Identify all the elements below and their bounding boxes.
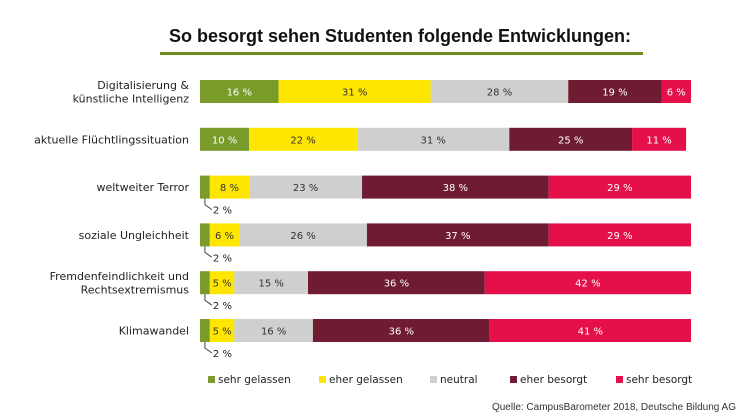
category-label: Klimawandel — [119, 325, 189, 338]
bar-neutral — [357, 127, 510, 151]
data-label: 28 % — [487, 88, 512, 99]
bar-eher-besorgt — [312, 319, 490, 342]
bar-sehr-gelassen — [200, 127, 250, 151]
data-label: 41 % — [578, 327, 603, 338]
data-label: 29 % — [607, 231, 632, 242]
category-label: aktuelle Flüchtlingssituation — [34, 133, 189, 146]
bar-neutral — [430, 80, 569, 103]
legend-label: sehr besorgt — [626, 374, 692, 386]
bar-sehr-besorgt — [548, 175, 691, 199]
leader-line — [204, 198, 213, 211]
bar-neutral — [239, 223, 367, 247]
data-label: 11 % — [646, 135, 671, 146]
leader-line — [204, 294, 213, 306]
data-label: 16 % — [261, 327, 286, 338]
category-label: Fremdenfeindlichkeit und Rechtsextremismu… — [50, 270, 190, 297]
data-label: 25 % — [558, 135, 583, 146]
bar-neutral — [249, 175, 363, 199]
data-label: 37 % — [445, 231, 470, 242]
bar-eher-gelassen — [209, 319, 235, 342]
data-label: 36 % — [384, 279, 409, 290]
legend-swatch — [430, 376, 437, 383]
data-label: 6 % — [667, 88, 686, 99]
chart-title: So besorgt sehen Studenten folgende Entw… — [168, 26, 632, 46]
data-label: 36 % — [389, 327, 414, 338]
bar-sehr-gelassen — [200, 319, 210, 342]
bar-sehr-besorgt — [489, 319, 691, 342]
bar-eher-besorgt — [568, 80, 662, 103]
category-label: Digitalisierung & künstliche Intelligenz — [73, 79, 190, 106]
data-label: 26 % — [290, 231, 315, 242]
bar-eher-gelassen — [249, 127, 358, 151]
bar-eher-besorgt — [362, 175, 549, 199]
data-label: 31 % — [421, 135, 446, 146]
source-note: Quelle: CampusBarometer 2018, Deutsche B… — [491, 402, 736, 413]
data-label: 2 % — [213, 349, 232, 360]
bar-eher-besorgt — [509, 127, 633, 151]
bar-eher-besorgt — [366, 223, 549, 247]
data-label: 29 % — [607, 183, 632, 194]
data-label: 10 % — [212, 135, 237, 146]
data-label: 5 % — [213, 279, 232, 290]
legend-swatch — [319, 376, 326, 383]
legend-swatch — [616, 376, 623, 383]
legend-swatch — [510, 376, 517, 383]
title-underline — [160, 52, 643, 55]
bar-sehr-gelassen — [200, 271, 210, 295]
bar-sehr-besorgt — [661, 80, 691, 103]
bar-neutral — [234, 319, 313, 342]
bar-eher-gelassen — [209, 223, 240, 247]
bar-sehr-gelassen — [200, 223, 210, 247]
category-label: weltweiter Terror — [96, 181, 189, 194]
data-label: 42 % — [575, 279, 600, 290]
legend-label: eher gelassen — [329, 374, 403, 386]
data-label: 8 % — [220, 183, 239, 194]
bar-eher-besorgt — [308, 271, 485, 295]
legend-label: neutral — [440, 374, 478, 386]
legend-label: eher besorgt — [520, 374, 587, 386]
bar-eher-gelassen — [278, 80, 431, 103]
data-label: 19 % — [602, 88, 627, 99]
legend-swatch — [208, 376, 215, 383]
data-label: 2 % — [213, 301, 232, 312]
leader-line — [204, 246, 213, 258]
bar-sehr-besorgt — [484, 271, 691, 295]
bar-sehr-gelassen — [200, 175, 210, 199]
data-label: 15 % — [258, 279, 283, 290]
legend-label: sehr gelassen — [218, 374, 291, 386]
bar-eher-gelassen — [209, 175, 250, 199]
data-label: 31 % — [342, 88, 367, 99]
bar-neutral — [234, 271, 309, 295]
data-label: 22 % — [290, 135, 315, 146]
leader-line — [204, 342, 213, 354]
bar-sehr-besorgt — [548, 223, 691, 247]
data-label: 23 % — [293, 183, 318, 194]
bar-sehr-besorgt — [632, 127, 687, 151]
data-label: 16 % — [227, 88, 252, 99]
data-label: 38 % — [443, 183, 468, 194]
data-label: 2 % — [213, 253, 232, 264]
bar-sehr-gelassen — [200, 80, 279, 103]
data-label: 6 % — [215, 231, 234, 242]
category-label: soziale Ungleichheit — [79, 229, 190, 242]
data-label: 2 % — [213, 206, 232, 217]
bar-eher-gelassen — [209, 271, 235, 295]
data-label: 5 % — [213, 327, 232, 338]
